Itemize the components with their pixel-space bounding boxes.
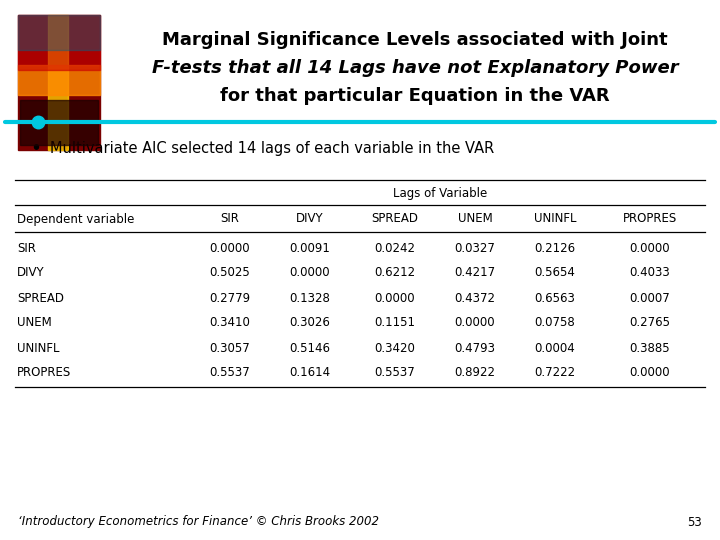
Text: 0.5146: 0.5146 <box>289 341 330 354</box>
Text: 0.3057: 0.3057 <box>210 341 251 354</box>
Text: Multivariate AIC selected 14 lags of each variable in the VAR: Multivariate AIC selected 14 lags of eac… <box>50 140 494 156</box>
Text: 0.8922: 0.8922 <box>454 367 495 380</box>
Text: 0.0327: 0.0327 <box>454 241 495 254</box>
Text: 0.0004: 0.0004 <box>535 341 575 354</box>
Text: 0.1151: 0.1151 <box>374 316 415 329</box>
Text: 0.0000: 0.0000 <box>455 316 495 329</box>
Text: UNEM: UNEM <box>458 213 492 226</box>
Text: 0.0000: 0.0000 <box>210 241 251 254</box>
Text: •: • <box>30 138 41 158</box>
Text: DIVY: DIVY <box>17 267 45 280</box>
Text: 0.1328: 0.1328 <box>289 292 330 305</box>
Text: 0.0000: 0.0000 <box>289 267 330 280</box>
Text: Marginal Significance Levels associated with Joint: Marginal Significance Levels associated … <box>162 31 668 49</box>
Text: 0.4793: 0.4793 <box>454 341 495 354</box>
Text: 0.3420: 0.3420 <box>374 341 415 354</box>
Bar <box>18 15 100 150</box>
Bar <box>18 65 100 95</box>
Text: 0.0000: 0.0000 <box>630 241 670 254</box>
Bar <box>48 15 68 150</box>
Text: 0.2765: 0.2765 <box>629 316 670 329</box>
Text: 0.3885: 0.3885 <box>630 341 670 354</box>
Text: 0.5654: 0.5654 <box>534 267 575 280</box>
Text: 0.0007: 0.0007 <box>629 292 670 305</box>
Text: 0.5025: 0.5025 <box>210 267 251 280</box>
Text: ‘Introductory Econometrics for Finance’ © Chris Brooks 2002: ‘Introductory Econometrics for Finance’ … <box>18 516 379 529</box>
Text: UNINFL: UNINFL <box>534 213 576 226</box>
Text: 0.5537: 0.5537 <box>210 367 251 380</box>
Text: 0.0758: 0.0758 <box>535 316 575 329</box>
Text: 0.6563: 0.6563 <box>534 292 575 305</box>
Text: 0.4033: 0.4033 <box>629 267 670 280</box>
Text: 0.4372: 0.4372 <box>454 292 495 305</box>
Text: SPREAD: SPREAD <box>372 213 418 226</box>
Text: 0.1614: 0.1614 <box>289 367 330 380</box>
Text: DIVY: DIVY <box>296 213 324 226</box>
Text: 0.2126: 0.2126 <box>534 241 575 254</box>
Text: 0.5537: 0.5537 <box>374 367 415 380</box>
Text: Dependent variable: Dependent variable <box>17 213 135 226</box>
Text: Lags of Variable: Lags of Variable <box>393 186 487 199</box>
Text: 0.4217: 0.4217 <box>454 267 495 280</box>
Text: SIR: SIR <box>220 213 240 226</box>
Text: 0.0091: 0.0091 <box>289 241 330 254</box>
Text: SIR: SIR <box>17 241 36 254</box>
Bar <box>18 15 100 50</box>
Text: 0.0000: 0.0000 <box>630 367 670 380</box>
Text: PROPRES: PROPRES <box>623 213 677 226</box>
Text: 0.6212: 0.6212 <box>374 267 415 280</box>
Text: 0.3410: 0.3410 <box>210 316 251 329</box>
Text: 0.3026: 0.3026 <box>289 316 330 329</box>
Text: UNEM: UNEM <box>17 316 52 329</box>
Text: PROPRES: PROPRES <box>17 367 71 380</box>
Text: 0.2779: 0.2779 <box>210 292 251 305</box>
Bar <box>20 100 98 145</box>
Text: UNINFL: UNINFL <box>17 341 60 354</box>
Text: 0.0242: 0.0242 <box>374 241 415 254</box>
Text: for that particular Equation in the VAR: for that particular Equation in the VAR <box>220 87 610 105</box>
Text: 0.7222: 0.7222 <box>534 367 575 380</box>
Text: 0.0000: 0.0000 <box>374 292 415 305</box>
Text: SPREAD: SPREAD <box>17 292 64 305</box>
Bar <box>18 15 100 70</box>
Text: F-tests that all 14 Lags have not Explanatory Power: F-tests that all 14 Lags have not Explan… <box>152 59 678 77</box>
Text: 53: 53 <box>688 516 702 529</box>
